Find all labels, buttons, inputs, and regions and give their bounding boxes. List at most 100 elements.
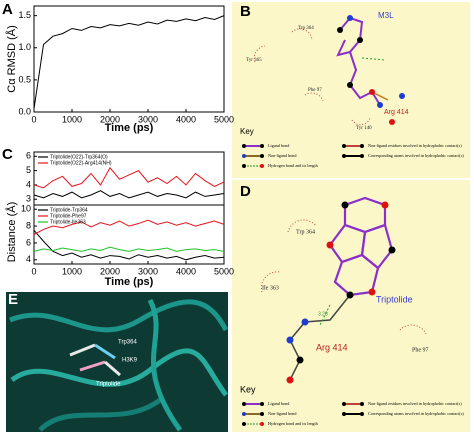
image-label: Triptolide xyxy=(96,382,121,388)
key-label: Corresponding atoms involved in hydropho… xyxy=(368,411,464,416)
key-atom xyxy=(360,144,364,148)
panel-b-bg xyxy=(232,2,470,178)
panel-label: A xyxy=(2,1,13,18)
protein-ribbons xyxy=(9,298,229,432)
key-atom xyxy=(242,164,246,168)
legend-label: Triptolide-Phe97 xyxy=(50,213,87,219)
key-atom xyxy=(342,154,346,158)
y-tick-label: 4 xyxy=(26,179,31,189)
key: Ligand bond Non-ligand bond Hydrogen bond … xyxy=(242,401,464,426)
data-line xyxy=(33,166,225,189)
x-axis-label: Time (ps) xyxy=(105,122,154,134)
residue-label: Ile 363 xyxy=(262,285,279,291)
residue-label: Arg 414 xyxy=(384,109,409,116)
panel-label: C xyxy=(2,146,13,163)
x-tick-label: 2000 xyxy=(100,114,120,124)
data-line xyxy=(33,246,225,252)
key-title: Key xyxy=(240,127,254,136)
data-line xyxy=(33,229,225,261)
key-atom xyxy=(260,164,264,168)
key-atom xyxy=(360,402,364,406)
key-atom xyxy=(342,412,346,416)
y-tick-label: 3 xyxy=(26,194,31,204)
panel-d-bg xyxy=(232,180,470,432)
key-atom xyxy=(242,422,246,426)
key-label: Ligand bond xyxy=(268,143,290,148)
y-tick-label: 0.0 xyxy=(18,106,31,116)
legend-label: Triptolide(O22)-Trp364(O) xyxy=(50,154,108,160)
ligand-name: M3L xyxy=(378,11,394,20)
data-line xyxy=(33,219,225,235)
x-tick-label: 1000 xyxy=(62,114,82,124)
y-tick-label: 1.5 xyxy=(18,10,31,20)
key-label: Non-ligand residues involved in hydropho… xyxy=(368,401,462,406)
x-tick-label: 4000 xyxy=(176,266,196,276)
panel-label: E xyxy=(8,291,18,308)
key-atom xyxy=(242,144,246,148)
key-atom xyxy=(342,144,346,148)
residue-label: Arg 414 xyxy=(316,342,348,352)
key-atom xyxy=(260,412,264,416)
x-tick-label: 2000 xyxy=(100,266,120,276)
y-tick-label: 0.5 xyxy=(18,74,31,84)
residue-label: Tyr 365 xyxy=(246,58,262,63)
residue-label: Trp 364 xyxy=(298,26,314,31)
residue-label: Trp 364 xyxy=(296,229,315,235)
x-tick-label: 0 xyxy=(31,266,36,276)
x-tick-label: 5000 xyxy=(214,266,234,276)
legend-label: Triptolide-Ile363 xyxy=(50,219,86,225)
y-tick-label: 4 xyxy=(26,254,31,264)
x-tick-label: 3000 xyxy=(138,114,158,124)
plot-frame xyxy=(33,5,225,113)
residue-label: Tyr 140 xyxy=(356,126,372,131)
key-atom xyxy=(242,412,246,416)
y-tick-label: 8 xyxy=(26,220,31,230)
key-label: Non-ligand bond xyxy=(268,153,297,158)
key-atom xyxy=(342,402,346,406)
key-atom xyxy=(242,402,246,406)
key-atom xyxy=(260,422,264,426)
image-label: H3K9 xyxy=(122,358,138,364)
residue-label: Phe 97 xyxy=(308,88,322,93)
ligand-sticks xyxy=(69,343,121,377)
x-tick-label: 5000 xyxy=(214,114,234,124)
key-atom xyxy=(360,412,364,416)
data-line xyxy=(33,15,225,109)
y-tick-label: 1.0 xyxy=(18,42,31,52)
key-label: Hydrogen bond and its length xyxy=(268,163,319,168)
key-label: Hydrogen bond and its length xyxy=(268,421,319,426)
y-tick-label: 6 xyxy=(26,151,31,161)
panel-label: D xyxy=(240,183,251,200)
key-label: Ligand bond xyxy=(268,401,290,406)
x-tick-label: 1000 xyxy=(62,266,82,276)
residue-label: Phe 97 xyxy=(412,347,429,353)
y-axis-label: Distance (Å) xyxy=(5,202,18,263)
key-label: Non-ligand bond xyxy=(268,411,297,416)
ligplot-b xyxy=(253,15,405,126)
y-axis-label: Cα RMSD (Å) xyxy=(5,25,18,92)
x-tick-label: 3000 xyxy=(138,266,158,276)
key-atom xyxy=(260,144,264,148)
image-label: Trp364 xyxy=(118,340,137,346)
key-atom xyxy=(242,154,246,158)
data-line xyxy=(33,190,225,199)
y-tick-label: 5 xyxy=(26,165,31,175)
key-title: Key xyxy=(240,384,256,394)
key-label: Corresponding atoms involved in hydropho… xyxy=(368,153,464,158)
y-tick-label: 10 xyxy=(21,204,31,214)
x-tick-label: 0 xyxy=(31,114,36,124)
ligplot-d xyxy=(260,196,427,384)
legend-label: Triptolide-Trp364 xyxy=(50,207,88,213)
y-tick-label: 6 xyxy=(26,237,31,247)
legend-label: Triptolide(O22)-Arg414(NH) xyxy=(50,160,112,166)
ligand-name: Triptolide xyxy=(376,294,413,304)
panel-label: B xyxy=(240,3,251,20)
x-tick-label: 4000 xyxy=(176,114,196,124)
x-axis-label: Time (ps) xyxy=(105,276,154,288)
key: Ligand bond Non-ligand bond Hydrogen bond … xyxy=(242,143,464,168)
key-atom xyxy=(260,154,264,158)
hbond-length: 3.28 xyxy=(318,311,328,317)
key-atom xyxy=(360,154,364,158)
key-label: Non-ligand residues involved in hydropho… xyxy=(368,143,462,148)
